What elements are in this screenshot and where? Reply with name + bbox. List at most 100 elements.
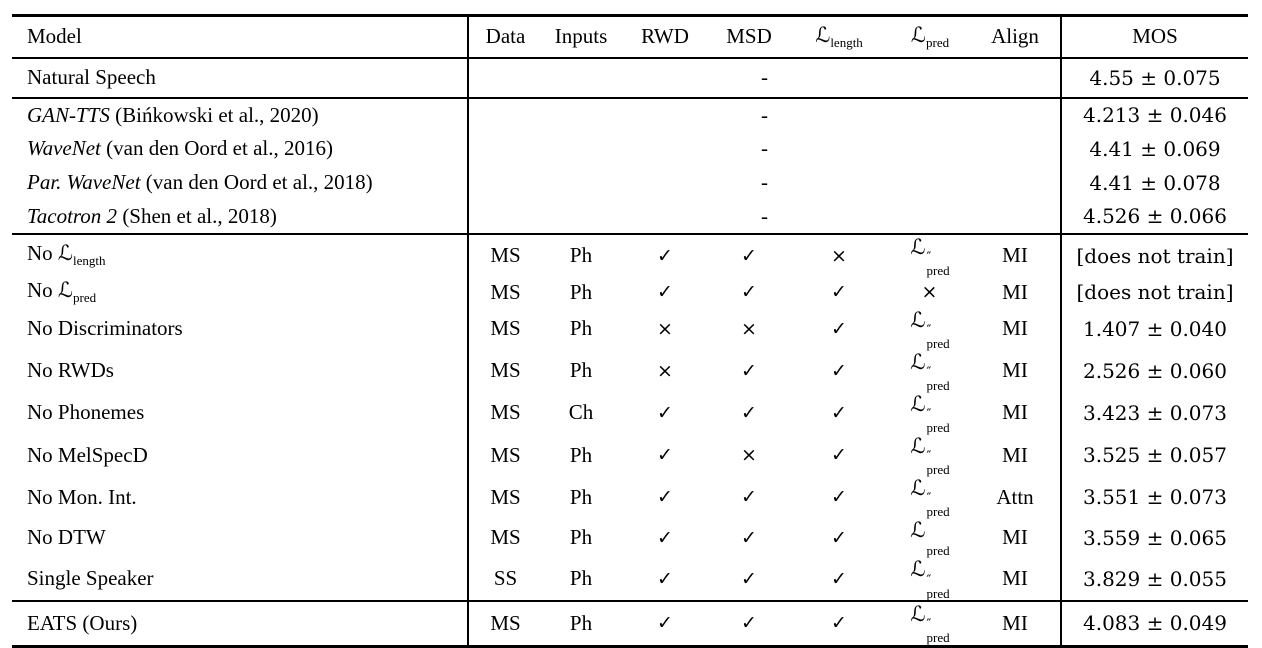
cell-l-length: ✓	[831, 486, 847, 509]
cell-mos: 4.083 ± 0.049	[1060, 600, 1248, 647]
cell-l-length: ✓	[831, 317, 847, 340]
cell-inputs: Ph	[569, 525, 593, 550]
cell-mos: [does not train]	[1060, 233, 1248, 277]
loss-prime: ″	[926, 322, 932, 338]
model-name-italic: WaveNet	[27, 136, 101, 160]
cell-model: No Mon. Int.	[12, 476, 468, 518]
loss-prime: ″	[926, 249, 932, 265]
paper-table-page: Model Data Inputs RWD MSD ℒlength ℒpred …	[0, 14, 1262, 648]
cell-span-dash: -	[467, 57, 1061, 98]
table-row: Natural Speech - 4.55 ± 0.075	[12, 57, 1248, 98]
loss-subscript: length	[830, 34, 863, 50]
cell-mos: 3.423 ± 0.073	[1060, 391, 1248, 435]
model-name-italic: Par. WaveNet	[27, 170, 141, 194]
table-header: Model Data Inputs RWD MSD ℒlength ℒpred …	[12, 15, 1248, 59]
cell-inputs: Ph	[569, 358, 593, 383]
cell-model: No RWDs	[12, 350, 468, 392]
loss-symbol: ℒ	[57, 241, 74, 266]
model-name: No MelSpecD	[27, 442, 148, 467]
cell-rwd: ✓	[657, 486, 673, 509]
cell-span-dash: -	[467, 165, 1061, 200]
cell-rwd: ×	[657, 359, 673, 382]
cell-data: MS	[467, 233, 542, 277]
cell-l-pred: ℒ ″ pred	[890, 476, 970, 518]
cell-msd: ✓	[741, 612, 757, 635]
cell-data: MS	[467, 391, 542, 435]
col-header-mos: MOS	[1060, 15, 1248, 59]
cell-mos: 4.213 ± 0.046	[1060, 97, 1248, 132]
cell-rwd: ✓	[657, 526, 673, 549]
table-row: Single Speaker SS Ph ✓ ✓ ✓ ℒ ″ pred MI 3.8…	[12, 557, 1248, 601]
cell-rwd: ✓	[657, 444, 673, 467]
cell-span-dash: -	[467, 131, 1061, 166]
table-row: GAN-TTS (Bińkowski et al., 2020) - 4.213…	[12, 97, 1248, 132]
cell-inputs: Ph	[569, 566, 593, 591]
table-row: Tacotron 2 (Shen et al., 2018) - 4.526 ±…	[12, 199, 1248, 234]
cell-l-length: ✓	[831, 612, 847, 635]
loss-supsub: ″ pred	[927, 574, 950, 600]
model-name: No	[27, 278, 58, 303]
model-citation: (Bińkowski et al., 2020)	[109, 102, 319, 127]
cell-span-dash: -	[467, 97, 1061, 132]
loss-symbol: ℒ	[910, 557, 926, 582]
cell-model: No Phonemes	[12, 392, 468, 434]
cell-msd: ✓	[741, 401, 757, 424]
cell-mos: 2.526 ± 0.060	[1060, 349, 1248, 392]
table-row: No Discriminators MS Ph × × ✓ ℒ ″ pred MI …	[12, 307, 1248, 350]
loss-subscript: pred	[926, 262, 950, 278]
loss-subscript: pred	[926, 462, 950, 478]
col-header-align: Align	[970, 15, 1061, 59]
cell-model: Single Speaker	[12, 557, 468, 600]
model-citation: (Shen et al., 2018)	[117, 203, 277, 228]
cell-rwd: ✓	[657, 612, 673, 635]
table-row: WaveNet (van den Oord et al., 2016) - 4.…	[12, 131, 1248, 166]
cell-data: MS	[467, 307, 542, 350]
header-row: Model Data Inputs RWD MSD ℒlength ℒpred …	[12, 15, 1248, 59]
cell-inputs: Ph	[569, 316, 593, 341]
cell-rwd: ✓	[657, 401, 673, 424]
cell-align: MI	[1002, 610, 1028, 635]
loss-subscript: pred	[926, 377, 950, 393]
model-name: EATS (Ours)	[27, 610, 138, 635]
table-row: Par. WaveNet (van den Oord et al., 2018)…	[12, 165, 1248, 200]
loss-symbol: ℒ	[910, 476, 926, 501]
cell-l-pred: ×	[890, 277, 970, 308]
model-name: No Phonemes	[27, 400, 145, 425]
loss-prime: ″	[926, 364, 932, 380]
cell-rwd: ×	[657, 317, 673, 340]
cell-l-length: ×	[831, 244, 847, 267]
table-row: EATS (Ours) MS Ph ✓ ✓ ✓ ℒ ″ pred MI 4.083 …	[12, 600, 1248, 647]
loss-subscript: pred	[926, 420, 950, 436]
loss-supsub: ″ pred	[927, 618, 950, 644]
model-name: Single Speaker	[27, 566, 154, 591]
model-name-italic: Tacotron 2	[27, 203, 118, 228]
cell-l-length: ✓	[831, 444, 847, 467]
cell-data: MS	[467, 434, 542, 477]
cell-data: MS	[467, 476, 542, 519]
col-header-model: Model	[12, 15, 468, 59]
loss-symbol: ℒ	[910, 307, 926, 332]
cell-align: MI	[1002, 316, 1028, 341]
cell-align: MI	[1002, 279, 1028, 304]
cell-l-length: ✓	[831, 401, 847, 424]
cell-align: Attn	[996, 484, 1034, 509]
loss-symbol: ℒ	[910, 349, 926, 374]
cell-rwd: ✓	[657, 244, 673, 267]
cell-msd: ✓	[741, 281, 757, 304]
cell-msd: ✓	[741, 526, 757, 549]
cell-align: MI	[1002, 442, 1028, 467]
col-header-msd: MSD	[710, 15, 788, 59]
model-name: No Discriminators	[27, 316, 183, 341]
cell-l-length: ✓	[831, 526, 847, 549]
loss-symbol: ℒ	[910, 518, 926, 543]
loss-subscript: length	[73, 253, 106, 269]
cell-model: No ℒlength	[12, 234, 468, 277]
cell-l-length: ✓	[831, 359, 847, 382]
cell-model: GAN-TTS (Bińkowski et al., 2020)	[12, 98, 468, 132]
loss-supsub: pred	[927, 544, 950, 557]
cell-mos: 3.551 ± 0.073	[1060, 476, 1248, 519]
loss-symbol: ℒ	[57, 278, 74, 303]
cell-inputs: Ch	[568, 400, 594, 425]
